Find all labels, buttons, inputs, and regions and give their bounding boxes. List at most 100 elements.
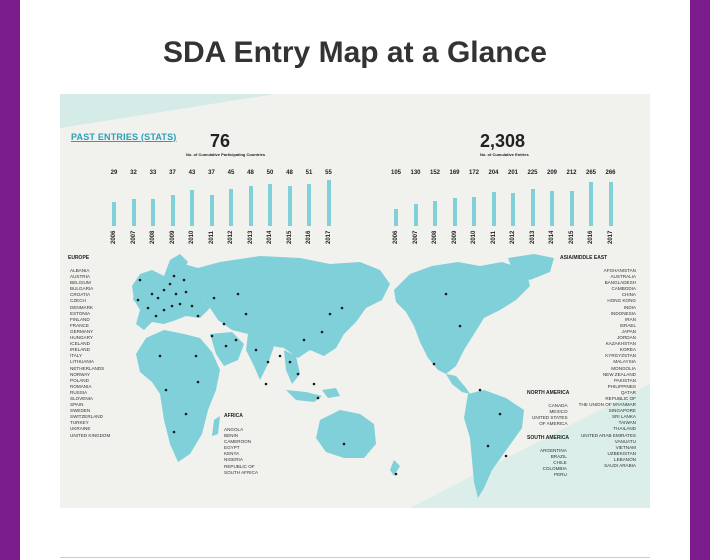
entries-value-label: 152: [429, 170, 440, 176]
countries-total-label: No. of Cumulative Participating Countrie…: [186, 152, 266, 157]
countries-bar: [151, 198, 155, 226]
country-name: CZECH: [70, 298, 86, 304]
entries-year-label: 2014: [549, 230, 555, 244]
countries-bar: [287, 186, 292, 226]
country-name: DENMARK: [70, 304, 93, 310]
page-title: SDA Entry Map at a Glance: [163, 36, 547, 69]
continents: [132, 254, 554, 498]
country-name: KAZAKHSTAN: [605, 341, 636, 347]
country-name: PAKISTAN: [613, 377, 636, 383]
entries-year-label: 2013: [529, 230, 536, 244]
country-name: POLAND: [70, 377, 89, 383]
country-name: VANUATU: [614, 438, 636, 444]
entries-value-label: 201: [507, 170, 518, 176]
countries-bar: [112, 201, 116, 226]
country-name: THAILAND: [613, 426, 636, 432]
country-name: CROATIA: [70, 292, 91, 298]
countries-value-label: 50: [266, 170, 274, 176]
country-name: KOREA: [619, 347, 636, 353]
country-name: JAPAN: [621, 328, 636, 334]
country-name: AUSTRALIA: [610, 274, 636, 280]
entries-bar: [608, 181, 613, 226]
entries-year-label: 2009: [451, 230, 458, 244]
entries-year-label: 2006: [393, 230, 399, 244]
countries-bar: [307, 183, 311, 226]
country-name: VIETNAM: [615, 444, 636, 450]
country-name: INDONESIA: [610, 310, 636, 316]
country-name: BANGLADESH: [604, 280, 636, 286]
country-name: ALBANIA: [70, 268, 90, 273]
entries-value-label: 105: [390, 170, 401, 176]
country-name: SPAIN: [70, 402, 84, 408]
entries-value-label: 225: [527, 170, 538, 176]
countries-value-label: 51: [305, 170, 313, 176]
entry-markers: [136, 274, 508, 476]
region-north-america-heading: NORTH AMERICA: [527, 390, 570, 396]
country-name: QATAR: [620, 389, 636, 395]
entries-year-label: 2008: [432, 230, 438, 244]
countries-bar: [190, 190, 194, 226]
country-name: BENIN: [224, 433, 239, 439]
country-name: BULGARIA: [70, 286, 94, 292]
countries-bar: [268, 184, 272, 226]
countries-value-label: 37: [169, 170, 176, 176]
country-name: FRANCE: [70, 322, 89, 328]
entries-year-label: 2017: [607, 230, 614, 244]
entries-value-label: 169: [449, 170, 460, 176]
countries-bar: [248, 186, 253, 226]
countries-bar: [209, 195, 214, 226]
entries-bar: [452, 197, 457, 226]
country-name: SOUTH AFRICA: [224, 469, 258, 475]
country-name: UNITED KINGDOM: [70, 432, 111, 438]
country-name: CHINA: [621, 292, 636, 298]
country-name: THE UNION OF MYANMAR: [578, 402, 636, 408]
entries-bar: [491, 192, 496, 226]
countries-year-label: 2016: [306, 230, 312, 244]
country-name: ROMANIA: [70, 383, 92, 389]
country-name: RUSSIA: [70, 389, 88, 395]
countries-value-label: 33: [149, 170, 157, 176]
countries-bar: [170, 195, 175, 226]
country-name: NORWAY: [70, 371, 91, 377]
country-name: HUNGARY: [70, 335, 93, 341]
region-asia-list: AFGHANISTAN AUSTRALIA BANGLADESH CAMBODIA CH…: [579, 268, 636, 469]
entries-bar: [569, 190, 574, 226]
country-name: KENYA: [224, 451, 240, 457]
entries-bar: [511, 192, 515, 226]
entries-value-label: 266: [605, 170, 616, 176]
country-name: AUSTRIA: [70, 274, 90, 280]
country-name: LITHUANIA: [70, 359, 94, 365]
countries-value-label: 48: [286, 170, 293, 176]
countries-year-label: 2015: [286, 230, 293, 244]
country-name: SRI LANKA: [612, 414, 636, 420]
country-name: KYRGYZSTAN: [605, 353, 636, 359]
country-name: OF AMERICA: [539, 421, 568, 427]
country-name: LEBANON: [614, 456, 636, 462]
entries-value-label: 209: [546, 170, 557, 176]
country-name: MEXICO: [549, 409, 568, 415]
region-south-america-heading: SOUTH AMERICA: [527, 435, 570, 441]
country-name: UZBEKISTAN: [607, 450, 636, 456]
countries-year-label: 2011: [208, 230, 215, 244]
region-europe-heading: EUROPE: [68, 255, 90, 261]
entries-bar: [550, 191, 554, 226]
right-purple-border: [690, 0, 710, 560]
entries-bar: [413, 204, 418, 226]
countries-value-label: 29: [110, 170, 118, 176]
country-name: BELGIUM: [70, 280, 91, 286]
country-name: SWEDEN: [70, 408, 91, 414]
country-name: CAMBODIA: [611, 286, 636, 292]
countries-year-label: 2008: [150, 230, 156, 244]
entries-value-label: 265: [585, 170, 596, 176]
country-name: SWITZERLAND: [70, 414, 103, 420]
countries-value-label: 48: [247, 170, 254, 176]
entries-year-label: 2011: [490, 230, 497, 244]
country-name: ARGENTINA: [540, 448, 567, 453]
countries-value-label: 55: [325, 170, 332, 176]
country-name: ICELAND: [70, 341, 90, 347]
country-name: ESTONIA: [70, 310, 91, 316]
divider: [60, 557, 650, 558]
country-name: UKRAINE: [70, 426, 91, 432]
country-name: SINGAPORE: [608, 408, 636, 414]
entries-value-label: 204: [488, 170, 499, 176]
